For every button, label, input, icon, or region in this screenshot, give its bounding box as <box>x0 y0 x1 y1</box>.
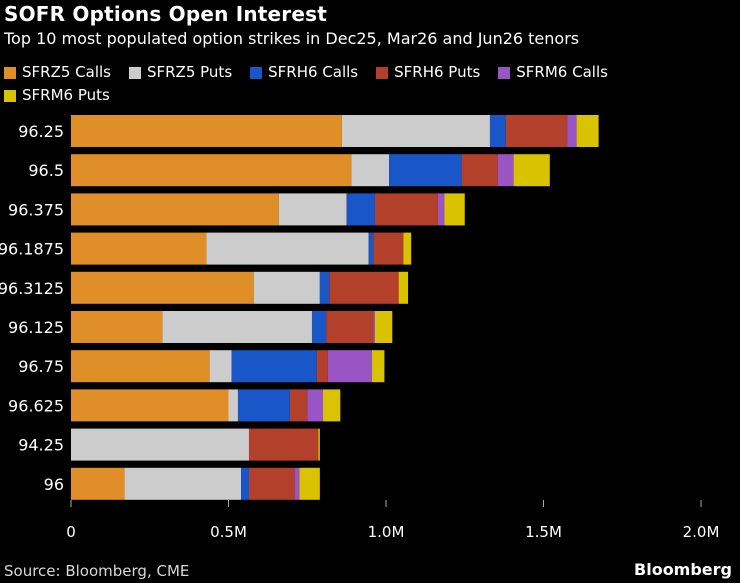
bar-segment-sfrz5-puts <box>71 428 249 461</box>
legend-label: SFRZ5 Calls <box>22 63 111 81</box>
y-tick-label: 96.3125 <box>0 279 64 298</box>
legend-item-sfrz5-calls: SFRZ5 Calls <box>4 64 111 81</box>
legend-label: SFRH6 Calls <box>268 63 359 81</box>
bar-segment-sfrz5-calls <box>71 311 163 343</box>
bar-segment-sfrz5-calls <box>71 232 207 265</box>
bar-segment-sfrz5-calls <box>71 193 279 226</box>
bar-segment-sfrm6-puts <box>513 154 550 187</box>
bar-segment-sfrm6-calls <box>373 311 375 343</box>
bar-segment-sfrh6-calls <box>346 193 375 226</box>
bar-segment-sfrm6-calls <box>307 389 323 422</box>
x-tick-label: 1.0M <box>368 523 405 541</box>
bar-segment-sfrm6-calls <box>567 115 577 147</box>
bar-segment-sfrh6-puts <box>374 193 438 226</box>
bar-segment-sfrz5-calls <box>71 350 210 383</box>
legend-swatch <box>128 66 141 79</box>
bar-segment-sfrh6-puts <box>316 350 328 383</box>
bar-segment-sfrz5-puts <box>209 350 232 383</box>
bar-segment-sfrm6-puts <box>403 232 412 265</box>
legend-swatch <box>4 66 16 79</box>
bar-segment-sfrz5-puts <box>351 154 390 187</box>
bar-segment-sfrz5-puts <box>162 311 312 343</box>
bar-segment-sfrh6-calls <box>389 154 462 187</box>
legend-item-sfrh6-calls: SFRH6 Calls <box>250 64 358 81</box>
legend-label: SFRH6 Puts <box>394 63 481 81</box>
bar-segment-sfrz5-calls <box>71 467 125 500</box>
legend-item-sfrm6-calls: SFRM6 Calls <box>498 64 608 81</box>
y-tick-label: 96.25 <box>18 122 64 141</box>
x-tick-label: 1.5M <box>525 523 562 541</box>
bar-segment-sfrh6-calls <box>489 115 506 147</box>
y-tick-label: 96.375 <box>8 200 64 219</box>
bar-segment-sfrz5-calls <box>71 115 342 147</box>
bar-segment-sfrh6-calls <box>319 271 330 304</box>
source-note: Source: Bloomberg, CME <box>4 562 190 580</box>
bar-segment-sfrz5-puts <box>253 271 320 304</box>
y-tick-label: 94.25 <box>18 436 64 455</box>
bar-segment-sfrh6-puts <box>289 389 308 422</box>
bar-segment-sfrh6-puts <box>248 467 295 500</box>
y-tick-label: 96.625 <box>8 396 64 415</box>
bar-segment-sfrh6-puts <box>373 232 404 265</box>
bar-segment-sfrm6-puts <box>398 271 409 304</box>
bar-segment-sfrh6-puts <box>461 154 498 187</box>
bar-segment-sfrz5-puts <box>228 389 238 422</box>
legend-label: SFRM6 Puts <box>22 86 110 104</box>
y-tick-label: 96.75 <box>18 357 64 376</box>
bar-segment-sfrz5-calls <box>71 389 229 422</box>
chart-title: SOFR Options Open Interest <box>4 2 327 26</box>
bar-segment-sfrh6-puts <box>326 311 374 343</box>
legend-item-sfrz5-puts: SFRZ5 Puts <box>128 63 233 81</box>
x-tick-label: 0 <box>66 523 76 541</box>
bar-segment-sfrm6-puts <box>444 193 465 226</box>
x-tick-label: 0.5M <box>210 523 247 541</box>
bar-segment-sfrh6-calls <box>311 311 327 343</box>
legend-label: SFRM6 Calls <box>516 63 608 81</box>
bar-segment-sfrh6-calls <box>231 350 317 383</box>
bar-segment-sfrm6-calls <box>437 193 445 226</box>
legend-item-sfrm6-puts: SFRM6 Puts <box>4 87 110 104</box>
y-tick-label: 96.125 <box>8 318 64 337</box>
x-tick-label: 2.0M <box>683 523 720 541</box>
bar-segment-sfrz5-puts <box>341 115 490 147</box>
bar-segment-sfrz5-puts <box>206 232 369 265</box>
legend-swatch <box>4 89 16 102</box>
bar-segment-sfrm6-calls <box>327 350 372 383</box>
bar-segment-sfrh6-calls <box>368 232 374 265</box>
bar-segment-sfrh6-puts <box>329 271 399 304</box>
bar-segment-sfrm6-puts <box>371 350 385 383</box>
bar-segment-sfrm6-puts <box>318 428 320 461</box>
bar-segment-sfrh6-calls <box>241 467 249 500</box>
bar-segment-sfrz5-calls <box>71 154 352 187</box>
legend-swatch <box>498 66 511 79</box>
legend-swatch <box>250 66 263 79</box>
legend-item-sfrh6-puts: SFRH6 Puts <box>376 64 480 81</box>
legend-label: SFRZ5 Puts <box>146 63 233 81</box>
bar-segment-sfrh6-puts <box>248 428 319 461</box>
bar-segment-sfrz5-puts <box>124 467 242 500</box>
bar-segment-sfrm6-calls <box>497 154 514 187</box>
legend-swatch <box>376 66 389 79</box>
y-tick-label: 96.1875 <box>0 240 64 259</box>
chart-legend: SFRZ5 Calls SFRZ5 Puts SFRH6 Calls SFRH6 Pu… <box>4 64 704 104</box>
bar-segment-sfrz5-puts <box>278 193 347 226</box>
bloomberg-logo: Bloomberg <box>634 560 732 579</box>
bar-segment-sfrm6-puts <box>299 467 320 500</box>
bar-segment-sfrh6-puts <box>505 115 568 147</box>
bar-segment-sfrz5-calls <box>71 271 254 304</box>
bar-segment-sfrm6-calls <box>294 467 300 500</box>
bar-segment-sfrh6-calls <box>237 389 290 422</box>
bar-segment-sfrm6-puts <box>576 115 599 147</box>
y-tick-label: 96 <box>44 475 64 494</box>
bar-segment-sfrm6-puts <box>374 311 393 343</box>
chart-subtitle: Top 10 most populated option strikes in … <box>4 29 580 48</box>
bar-segment-sfrm6-puts <box>323 389 341 422</box>
y-tick-label: 96.5 <box>28 161 64 180</box>
